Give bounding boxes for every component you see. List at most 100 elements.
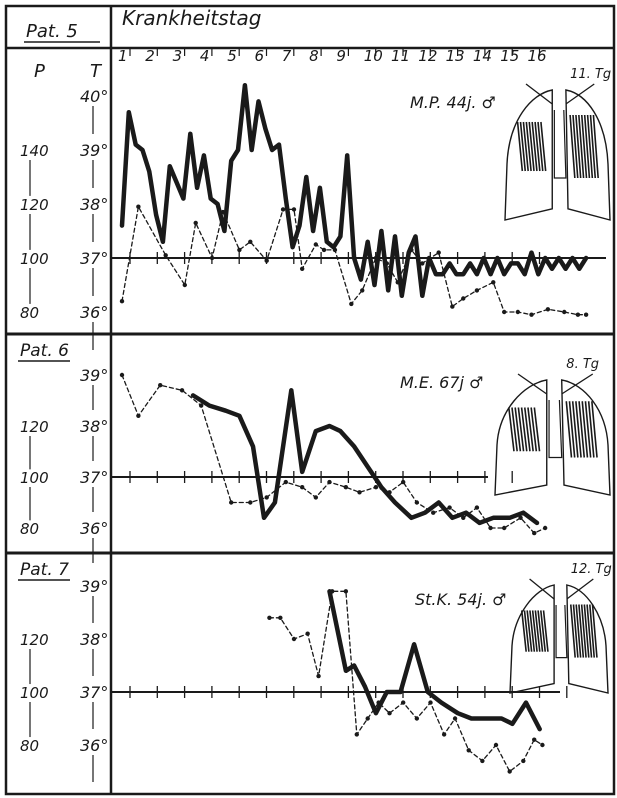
infiltrate-hatch bbox=[586, 114, 594, 179]
day-label: 12 bbox=[418, 47, 437, 65]
pulse-point bbox=[488, 525, 493, 531]
pulse-point bbox=[400, 700, 406, 705]
infiltrate-hatch bbox=[591, 401, 598, 458]
infiltrate-hatch bbox=[526, 610, 533, 652]
pulse-point bbox=[343, 589, 349, 594]
day-label: 14 bbox=[473, 47, 492, 65]
temperature-tick-label: 40° bbox=[80, 87, 108, 106]
pulse-point bbox=[209, 255, 215, 261]
pulse-point bbox=[474, 505, 480, 510]
infiltrate-hatch bbox=[589, 604, 596, 658]
temperature-tick-label: 38° bbox=[80, 417, 108, 436]
left-lung-outline bbox=[566, 584, 609, 694]
pulse-point bbox=[332, 247, 338, 253]
infiltrate-hatch bbox=[587, 401, 595, 458]
pulse-tick-label: 140 bbox=[20, 142, 49, 160]
clavicle-right bbox=[529, 578, 555, 600]
pulse-axis-title: P bbox=[34, 61, 45, 82]
day-axis-title: Krankheitstag bbox=[122, 6, 261, 30]
clavicle-right bbox=[517, 373, 548, 395]
infiltrate-hatch bbox=[580, 114, 588, 179]
pulse-point bbox=[264, 495, 269, 500]
day-label: 7 bbox=[282, 47, 292, 65]
infiltrate-hatch bbox=[537, 121, 544, 172]
sketch-day-label: 12. Tg bbox=[571, 562, 612, 577]
infiltrate-hatch bbox=[537, 610, 544, 652]
pulse-point bbox=[491, 280, 496, 285]
pulse-point bbox=[409, 247, 414, 253]
infiltrate-hatch bbox=[565, 401, 573, 458]
pulse-point bbox=[182, 282, 187, 288]
pulse-tick-label: 120 bbox=[20, 196, 49, 214]
trachea bbox=[548, 399, 563, 459]
temperature-tick-label: 36° bbox=[80, 303, 108, 322]
pulse-point bbox=[414, 500, 420, 505]
pulse-point bbox=[532, 530, 537, 536]
pulse-point bbox=[264, 258, 269, 263]
infiltrate-hatch bbox=[586, 604, 593, 658]
pulse-tick-label: 100 bbox=[20, 469, 49, 487]
pulse-point bbox=[305, 631, 310, 636]
pulse-point bbox=[330, 589, 335, 594]
pulse-point bbox=[447, 505, 452, 510]
pulse-point bbox=[521, 758, 526, 764]
pulse-point bbox=[313, 242, 319, 247]
pulse-tick-label: 120 bbox=[20, 631, 49, 649]
pulse-point bbox=[360, 288, 365, 293]
patient-annotation: St.K. 54j. ♂ bbox=[415, 590, 507, 609]
panel-1: 40° 39° 38° 37° 36° 140 120 100 80 11. Tg M.P. 44j… bbox=[20, 67, 611, 350]
pulse-point bbox=[387, 711, 392, 716]
pulse-point bbox=[466, 748, 471, 753]
day-label: 3 bbox=[173, 47, 183, 65]
pulse-point bbox=[373, 255, 379, 261]
pulse-point bbox=[436, 250, 441, 255]
infiltrate-hatch bbox=[571, 401, 579, 458]
day-label: 11 bbox=[391, 47, 410, 65]
right-lung-outline bbox=[504, 89, 553, 221]
pulse-tick-label: 120 bbox=[20, 418, 49, 436]
pulse-point bbox=[540, 742, 545, 748]
infiltrate-hatch bbox=[575, 604, 582, 658]
infiltrate-hatch bbox=[520, 610, 527, 652]
pulse-point bbox=[583, 312, 589, 317]
infiltrate-hatch bbox=[583, 604, 590, 658]
pulse-point bbox=[343, 485, 349, 490]
patient-panels: 40° 39° 38° 37° 36° 140 120 100 80 11. Tg M.P. 44j… bbox=[18, 67, 612, 782]
infiltrate-hatch bbox=[527, 407, 534, 452]
infiltrate-hatch bbox=[531, 121, 538, 172]
infiltrate-hatch bbox=[520, 407, 528, 452]
pulse-point bbox=[136, 413, 141, 418]
right-lung-outline bbox=[494, 379, 548, 496]
infiltrate-hatch bbox=[540, 610, 547, 652]
pulse-point bbox=[420, 261, 425, 266]
pulse-point bbox=[316, 673, 321, 679]
infiltrate-hatch bbox=[540, 121, 547, 172]
day-label: 13 bbox=[446, 47, 465, 65]
pulse-point bbox=[373, 485, 379, 490]
pulse-point bbox=[299, 485, 305, 490]
pulse-point bbox=[480, 758, 485, 764]
day-label: 4 bbox=[200, 47, 210, 65]
pulse-tick-label: 80 bbox=[20, 304, 39, 322]
pulse-point bbox=[575, 312, 581, 317]
infiltrate-hatch bbox=[511, 407, 518, 452]
day-axis-labels: 1 2 3 4 5 6 7 8 9 10 11 12 13 14 15 16 bbox=[118, 47, 547, 65]
pulse-tick-label: 80 bbox=[20, 737, 39, 755]
temperature-tick-label: 39° bbox=[80, 577, 108, 596]
temperature-tick-label: 38° bbox=[80, 195, 108, 214]
infiltrate-hatch bbox=[534, 610, 541, 652]
infiltrate-hatch bbox=[514, 407, 522, 452]
pulse-point bbox=[321, 247, 327, 253]
temperature-tick-label: 39° bbox=[80, 141, 108, 160]
pulse-point bbox=[515, 309, 521, 315]
infiltrate-hatch bbox=[534, 121, 541, 172]
infiltrate-hatch bbox=[580, 604, 587, 658]
pulse-point bbox=[384, 261, 390, 266]
infiltrate-hatch bbox=[575, 114, 582, 179]
pulse-point bbox=[267, 615, 272, 620]
sketch-day-label: 8. Tg bbox=[566, 357, 599, 372]
pulse-point bbox=[441, 732, 447, 737]
day-label: 1 bbox=[118, 47, 128, 65]
day-label: 5 bbox=[227, 47, 237, 65]
